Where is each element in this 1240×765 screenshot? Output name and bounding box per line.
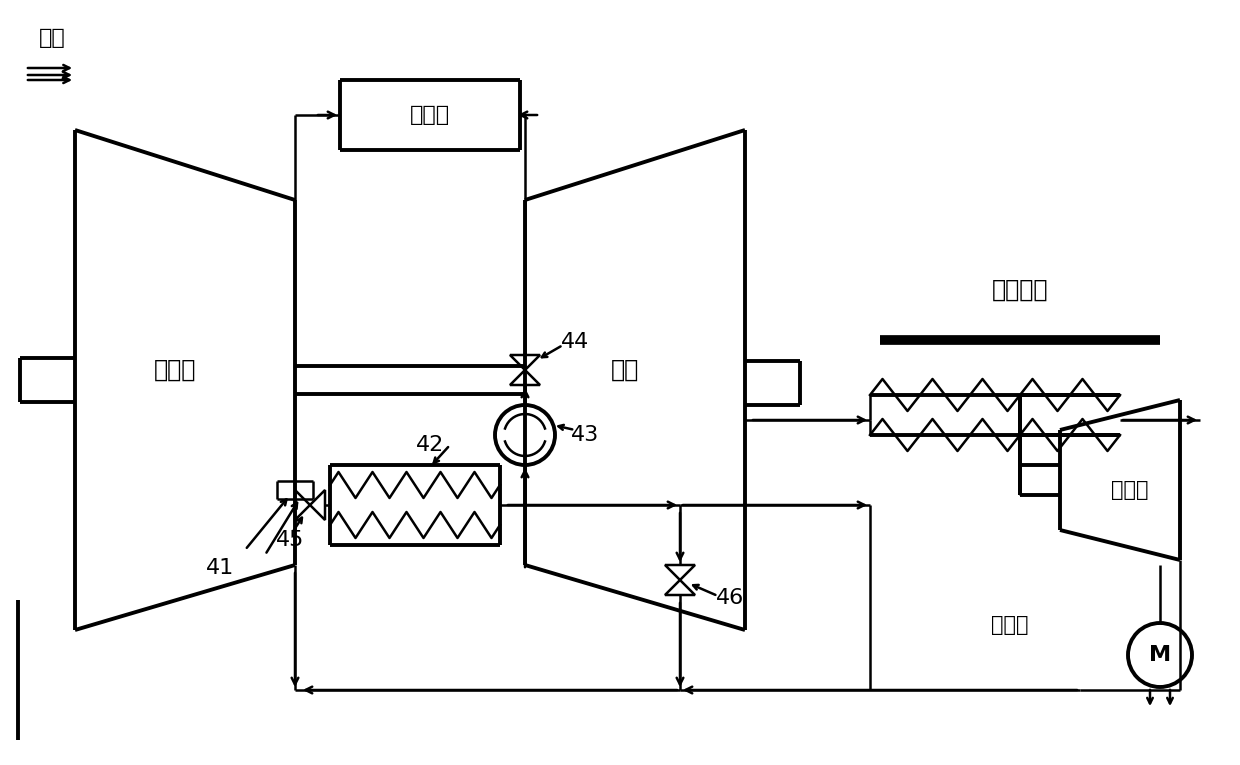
Text: M: M bbox=[1149, 645, 1171, 665]
Text: 大气: 大气 bbox=[38, 28, 66, 48]
Text: 45: 45 bbox=[275, 530, 304, 550]
Text: 42: 42 bbox=[415, 435, 444, 455]
Text: 凝汽器: 凝汽器 bbox=[991, 615, 1029, 635]
Text: 燃烧室: 燃烧室 bbox=[410, 105, 450, 125]
Text: 46: 46 bbox=[715, 588, 744, 608]
Text: 压气机: 压气机 bbox=[154, 358, 196, 382]
Text: 43: 43 bbox=[570, 425, 599, 445]
Text: 41: 41 bbox=[206, 558, 234, 578]
Text: 余热锅炉: 余热锅炉 bbox=[992, 278, 1048, 302]
Text: 汽轮机: 汽轮机 bbox=[1111, 480, 1148, 500]
Text: 44: 44 bbox=[560, 332, 589, 352]
Text: 透平: 透平 bbox=[611, 358, 639, 382]
